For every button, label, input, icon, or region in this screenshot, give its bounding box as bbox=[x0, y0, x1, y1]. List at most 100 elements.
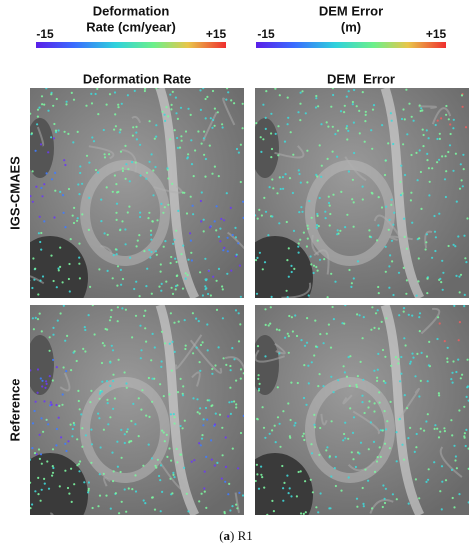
point bbox=[304, 480, 307, 483]
point bbox=[420, 207, 423, 210]
texture bbox=[342, 394, 353, 405]
point bbox=[98, 268, 101, 271]
point bbox=[367, 479, 370, 482]
point bbox=[160, 330, 164, 333]
point bbox=[339, 110, 343, 113]
point bbox=[445, 104, 448, 108]
point bbox=[382, 484, 385, 487]
point bbox=[433, 214, 436, 218]
point bbox=[118, 131, 121, 134]
point bbox=[55, 366, 58, 369]
point bbox=[59, 246, 62, 249]
point bbox=[348, 384, 351, 387]
colorbar-min: -15 bbox=[36, 27, 54, 41]
point bbox=[443, 427, 446, 430]
point bbox=[52, 279, 55, 283]
point bbox=[205, 287, 208, 290]
point bbox=[256, 217, 259, 220]
point bbox=[358, 314, 361, 317]
point bbox=[114, 248, 117, 251]
point bbox=[451, 434, 454, 437]
point bbox=[415, 432, 418, 436]
point bbox=[464, 444, 467, 448]
point bbox=[67, 187, 71, 191]
point bbox=[208, 144, 211, 147]
point bbox=[261, 406, 264, 409]
point bbox=[36, 318, 40, 321]
texture bbox=[202, 111, 218, 142]
point bbox=[359, 360, 362, 363]
point bbox=[117, 358, 120, 361]
point bbox=[226, 272, 229, 275]
point bbox=[400, 164, 403, 167]
point bbox=[446, 360, 449, 363]
point bbox=[134, 490, 138, 493]
point bbox=[163, 440, 166, 443]
point bbox=[389, 400, 392, 403]
point bbox=[203, 487, 206, 490]
point bbox=[197, 320, 200, 323]
point bbox=[153, 377, 156, 380]
point bbox=[48, 349, 51, 352]
point bbox=[45, 88, 48, 90]
point bbox=[175, 112, 178, 115]
point bbox=[241, 102, 244, 105]
image-panel bbox=[255, 88, 469, 298]
point bbox=[130, 419, 133, 423]
point bbox=[111, 277, 114, 280]
point bbox=[41, 195, 44, 198]
point bbox=[399, 380, 402, 383]
point bbox=[418, 312, 422, 315]
point bbox=[347, 170, 350, 173]
point bbox=[452, 243, 455, 246]
ridge bbox=[380, 88, 425, 298]
point bbox=[297, 111, 300, 114]
point bbox=[275, 328, 278, 331]
point bbox=[47, 423, 50, 426]
point bbox=[378, 391, 381, 394]
point bbox=[78, 242, 81, 245]
point bbox=[277, 154, 280, 157]
point bbox=[149, 229, 153, 232]
point bbox=[407, 437, 410, 440]
point bbox=[121, 169, 124, 173]
point bbox=[175, 229, 178, 232]
point bbox=[436, 119, 439, 122]
point bbox=[48, 336, 51, 339]
point bbox=[233, 358, 236, 361]
point bbox=[30, 112, 32, 115]
point bbox=[239, 368, 243, 371]
point bbox=[384, 381, 387, 384]
point bbox=[91, 305, 94, 307]
point bbox=[160, 202, 163, 205]
caption-text: ) R1 bbox=[230, 528, 253, 543]
point bbox=[84, 350, 87, 353]
point bbox=[161, 429, 164, 432]
point bbox=[445, 170, 448, 173]
point bbox=[389, 254, 392, 257]
point bbox=[425, 480, 428, 483]
point bbox=[446, 357, 449, 360]
point bbox=[393, 211, 396, 214]
point bbox=[143, 250, 146, 253]
point bbox=[204, 406, 208, 410]
point bbox=[90, 461, 93, 464]
point bbox=[270, 132, 273, 135]
point bbox=[171, 292, 175, 295]
point bbox=[300, 512, 303, 515]
point bbox=[152, 194, 155, 197]
point bbox=[88, 196, 91, 199]
point bbox=[190, 460, 193, 463]
point bbox=[64, 163, 67, 167]
point bbox=[158, 285, 161, 288]
point bbox=[394, 356, 397, 359]
dark-region bbox=[30, 453, 88, 515]
point bbox=[202, 218, 205, 221]
point bbox=[420, 107, 423, 110]
point bbox=[443, 430, 446, 433]
point bbox=[316, 269, 319, 272]
point bbox=[197, 130, 200, 133]
point bbox=[426, 152, 429, 155]
colorbar-title: (m) bbox=[341, 19, 361, 34]
point bbox=[384, 487, 387, 490]
